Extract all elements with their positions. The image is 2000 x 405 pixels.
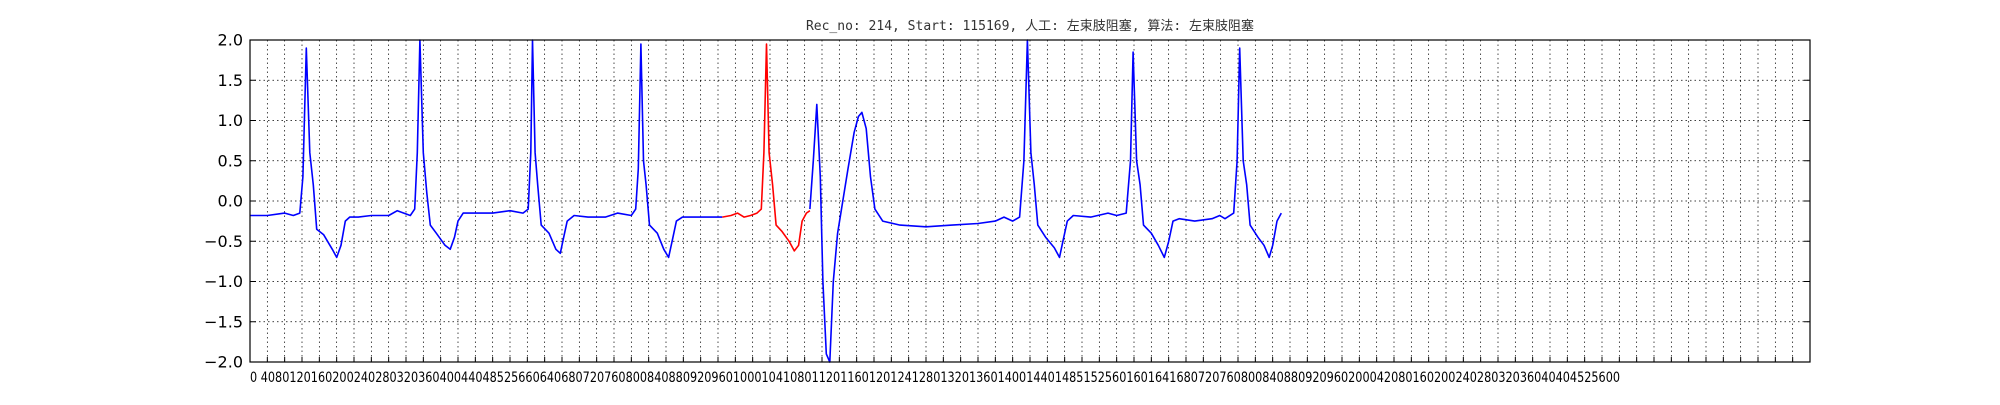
y-tick-label: −0.5 xyxy=(204,232,243,251)
chart-title: Rec_no: 214, Start: 115169, 人工: 左束肢阻塞, 算… xyxy=(806,18,1254,34)
y-tick-label: −1.5 xyxy=(204,312,243,331)
y-tick-label: 0.0 xyxy=(218,192,243,211)
ecg-series-line-1 xyxy=(250,39,723,259)
y-tick-label: 2.0 xyxy=(218,31,243,50)
x-axis-tick-labels: 0 40801201602002402803203604004404852566… xyxy=(250,370,1620,386)
y-tick-label: −2.0 xyxy=(204,353,243,372)
grid-layer xyxy=(250,40,1810,362)
y-tick-label: −1.0 xyxy=(204,272,243,291)
ecg-series-line-3 xyxy=(809,39,1283,363)
y-tick-label: 1.0 xyxy=(218,111,243,130)
y-tick-label: 0.5 xyxy=(218,151,243,170)
series-layer xyxy=(250,39,1283,363)
y-tick-label: 1.5 xyxy=(218,71,243,90)
y-axis: −2.0 −1.5 −1.0 −0.5 0.0 0.5 1.0 1.5 2.0 xyxy=(204,31,1811,372)
ecg-series-line-2 xyxy=(722,43,811,252)
